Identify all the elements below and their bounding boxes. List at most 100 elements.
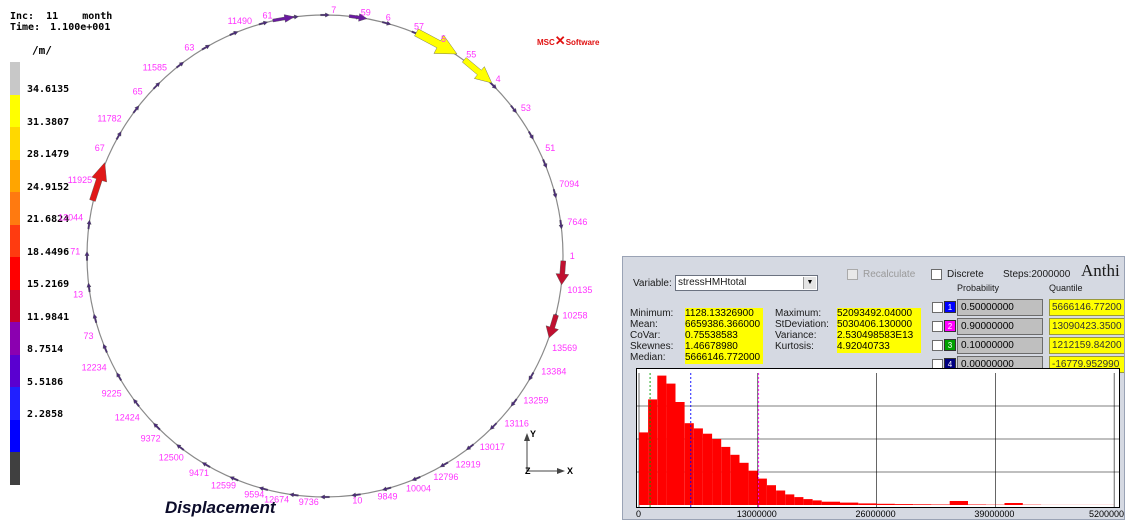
node-label: 9736 (299, 497, 319, 507)
displacement-arrow-large (272, 14, 296, 23)
displacement-arrow (351, 492, 361, 498)
histogram-bar (803, 499, 813, 505)
legend-color-swatch (10, 159, 20, 193)
node-label: 12796 (433, 472, 458, 482)
quantile-color-swatch[interactable]: 3 (944, 339, 956, 351)
displacement-arrow (152, 82, 161, 90)
node-label: 11782 (97, 114, 121, 124)
fe-viewport[interactable]: Inc: 11 month Time: 1.100e+001 /m/ 34.61… (0, 0, 620, 522)
node-label: 13116 (505, 419, 529, 429)
fe-model-canvas: 7 59 6575554535170947646110135102581356913… (58, 5, 592, 507)
histogram-bar (712, 439, 722, 505)
histogram-bar (1004, 503, 1023, 505)
recalculate-label: Recalculate (863, 269, 916, 280)
stdev-value: 5030406.130000 (837, 319, 921, 331)
quantile-color-swatch[interactable]: 2 (944, 320, 956, 332)
variance-label: Variance: (775, 330, 817, 341)
skewness-value: 1.46678980 (685, 341, 763, 353)
variable-value: stressHMHtotal (678, 277, 747, 288)
node-label: 12234 (82, 363, 107, 373)
triad-x-label: X (567, 466, 573, 476)
node-label: 13384 (541, 366, 566, 376)
x-tick-label: 13000000 (736, 509, 777, 519)
recalculate-checkbox[interactable] (847, 269, 858, 280)
node-label: 51 (545, 143, 555, 153)
displacement-arrow (320, 12, 330, 18)
median-value: 5666146.772000 (685, 352, 763, 364)
displacement-arrow (558, 219, 564, 230)
quantile-color-swatch[interactable]: 1 (944, 301, 956, 313)
legend-value-label: 18.4496 (27, 246, 70, 258)
histogram-bar (721, 446, 731, 505)
histogram-bar (840, 502, 859, 505)
legend-value-label: 15.2169 (27, 279, 70, 290)
displacement-arrow (381, 486, 392, 492)
displacement-arrow (201, 462, 211, 468)
logo-brand: MSC (537, 38, 555, 47)
quantile-row-checkbox[interactable] (932, 321, 943, 332)
legend-unit: /m/ (32, 44, 52, 57)
time-value: 1.100e+001 (50, 22, 111, 33)
legend-value-label: 34.6135 (27, 84, 70, 95)
histogram-bar (648, 399, 658, 505)
histogram-bar (739, 462, 749, 505)
displacement-arrow-large (555, 260, 570, 286)
x-tick-label: 0 (636, 509, 642, 519)
legend-color-swatch (10, 419, 20, 453)
legend-value-label: 31.3807 (27, 116, 70, 128)
displacement-arrow (527, 130, 534, 140)
probability-input[interactable]: 0.90000000 (957, 318, 1043, 335)
histogram-bar (730, 454, 740, 505)
legend-value-label: 5.5186 (27, 376, 64, 388)
kurtosis-value: 4.92040733 (837, 341, 921, 353)
node-label: 12500 (159, 452, 184, 462)
statistics-panel: Variable: stressHMHtotal ▼ Recalculate D… (622, 256, 1125, 520)
x-tick-label: 5200000 (1088, 509, 1124, 519)
histogram-plot (636, 368, 1120, 508)
node-label: 13569 (552, 343, 577, 353)
node-label: 12424 (115, 412, 140, 422)
triad-y-arrowhead (524, 433, 530, 441)
discrete-checkbox[interactable] (931, 269, 942, 280)
node-label: 61 (262, 11, 272, 21)
displacement-arrow (510, 104, 517, 114)
displacement-arrow (489, 422, 498, 430)
variable-select[interactable]: stressHMHtotal ▼ (675, 275, 818, 291)
quantile-value: 13090423.3500 (1049, 318, 1124, 335)
displacement-arrow (92, 313, 98, 324)
displacement-arrow (289, 492, 299, 498)
variance-value: 2.530498583E13 (837, 330, 921, 342)
legend-color-swatch (10, 127, 20, 160)
displacement-arrow (528, 371, 535, 381)
displacement-arrow-large (545, 314, 559, 339)
inc-label: Inc: (10, 11, 35, 22)
quantile-header: Quantile (1049, 283, 1083, 293)
histogram-bar (858, 503, 877, 505)
histogram-bar (967, 504, 987, 505)
node-label: 12044 (58, 213, 83, 223)
node-label: 53 (521, 103, 531, 113)
minimum-label: Minimum: (630, 308, 674, 319)
histogram-bar (949, 501, 968, 505)
displacement-arrow (102, 343, 108, 353)
quantile-row-checkbox[interactable] (932, 302, 943, 313)
node-label: 7646 (567, 217, 587, 227)
mean-label: Mean: (630, 319, 658, 330)
quantile-row-checkbox[interactable] (932, 340, 943, 351)
histogram-bar (657, 375, 667, 505)
node-label: 9225 (102, 389, 122, 399)
chevron-down-icon[interactable]: ▼ (803, 277, 816, 289)
displacement-arrow (381, 20, 392, 26)
legend-color-swatch (10, 94, 20, 128)
probability-input[interactable]: 0.50000000 (957, 299, 1043, 316)
displacement-arrow-large (89, 162, 107, 202)
histogram-bar (785, 494, 795, 505)
kurtosis-label: Kurtosis: (775, 341, 814, 352)
histogram-bar (931, 504, 950, 505)
histogram-bar (913, 504, 932, 505)
probability-input[interactable]: 0.10000000 (957, 337, 1043, 354)
node-label: 11585 (143, 63, 167, 73)
node-label: 9372 (141, 434, 161, 444)
x-tick-label: 39000000 (974, 509, 1015, 519)
variable-label: Variable: (633, 278, 672, 289)
